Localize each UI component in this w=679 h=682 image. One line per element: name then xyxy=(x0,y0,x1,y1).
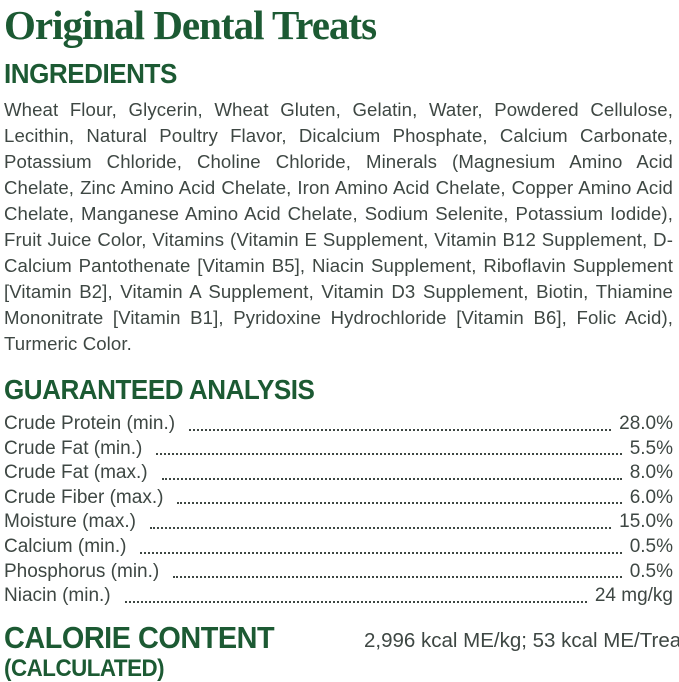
analysis-row-value: 5.5% xyxy=(629,437,673,459)
analysis-row-value: 8.0% xyxy=(629,462,673,484)
analysis-row: Crude Fiber (max.) 6.0% xyxy=(4,486,673,511)
analysis-row-label: Calcium (min.) xyxy=(4,535,127,557)
dot-leader xyxy=(140,551,622,554)
analysis-row-value: 15.0% xyxy=(619,511,673,533)
analysis-row-label: Crude Fat (max.) xyxy=(4,462,148,484)
analysis-row: Niacin (min.) 24 mg/kg xyxy=(4,584,673,609)
dot-leader xyxy=(173,576,622,579)
nutrition-label-panel: Original Dental Treats INGREDIENTS Wheat… xyxy=(4,2,679,681)
calorie-content-headings: CALORIE CONTENT (CALCULATED) xyxy=(4,622,364,681)
analysis-row-label: Crude Protein (min.) xyxy=(4,413,176,434)
analysis-row-label: Moisture (max.) xyxy=(4,511,136,533)
dot-leader xyxy=(124,600,587,603)
guaranteed-analysis-table: Crude Protein (min.) 28.0% Crude Fat (mi… xyxy=(4,412,673,609)
analysis-row: Calcium (min.) 0.5% xyxy=(4,535,673,560)
analysis-row-value: 28.0% xyxy=(619,413,673,434)
dot-leader xyxy=(156,453,622,456)
analysis-row-label: Phosphorus (min.) xyxy=(4,560,160,582)
analysis-row: Phosphorus (min.) 0.5% xyxy=(4,560,673,585)
dot-leader xyxy=(177,502,622,505)
analysis-row-label: Niacin (min.) xyxy=(4,585,111,607)
product-title: Original Dental Treats xyxy=(4,2,377,48)
analysis-row-label: Crude Fat (min.) xyxy=(4,437,143,459)
analysis-row-value: 0.5% xyxy=(629,560,673,582)
analysis-row-value: 24 mg/kg xyxy=(594,585,673,607)
analysis-row: Crude Fat (max.) 8.0% xyxy=(4,461,673,486)
analysis-row-value: 6.0% xyxy=(629,486,673,508)
dot-leader xyxy=(189,428,612,431)
calorie-content-value: 2,996 kcal ME/kg; 53 kcal ME/Treat xyxy=(364,628,679,652)
dot-leader xyxy=(161,477,622,480)
analysis-row-value: 0.5% xyxy=(629,535,673,557)
calorie-content-subheading: (CALCULATED) xyxy=(4,654,165,682)
calorie-content-section: CALORIE CONTENT (CALCULATED) 2,996 kcal … xyxy=(4,622,679,681)
analysis-row-label: Crude Fiber (max.) xyxy=(4,486,164,508)
calorie-content-heading: CALORIE CONTENT xyxy=(4,619,275,655)
guaranteed-analysis-heading: GUARANTEED ANALYSIS xyxy=(4,374,315,405)
ingredients-text: Wheat Flour, Glycerin, Wheat Gluten, Gel… xyxy=(4,99,673,354)
dot-leader xyxy=(149,526,612,529)
analysis-row: Crude Fat (min.) 5.5% xyxy=(4,437,673,462)
ingredients-heading: INGREDIENTS xyxy=(4,58,177,89)
analysis-row: Moisture (max.) 15.0% xyxy=(4,510,673,535)
analysis-row: Crude Protein (min.) 28.0% xyxy=(4,412,673,437)
